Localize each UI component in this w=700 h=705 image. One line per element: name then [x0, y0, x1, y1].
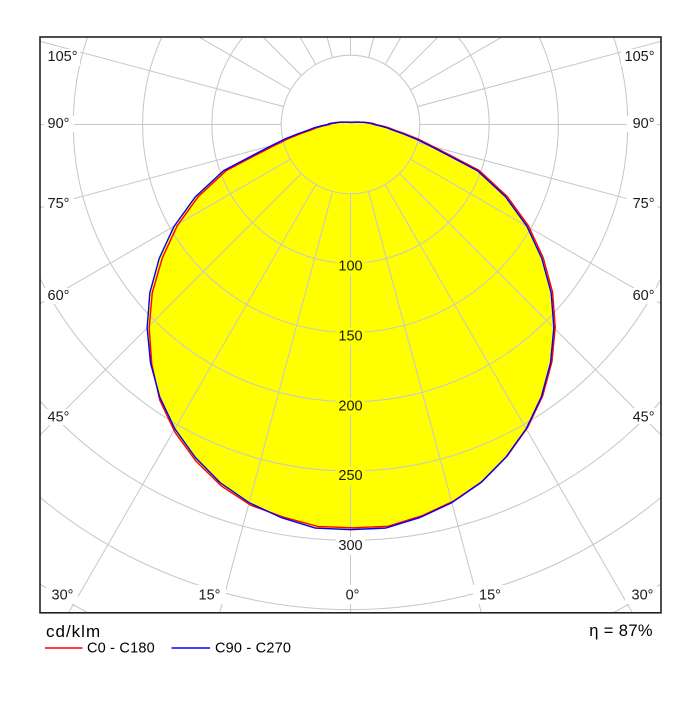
svg-text:105°: 105°: [625, 49, 655, 65]
svg-text:300: 300: [338, 538, 362, 554]
svg-text:100: 100: [338, 259, 362, 275]
svg-text:60°: 60°: [48, 288, 70, 304]
svg-text:150: 150: [338, 329, 362, 345]
svg-text:60°: 60°: [633, 288, 655, 304]
svg-text:cd/klm: cd/klm: [46, 622, 101, 641]
svg-text:90°: 90°: [48, 116, 70, 132]
svg-text:200: 200: [338, 399, 362, 415]
svg-text:C0 - C180: C0 - C180: [87, 641, 155, 657]
svg-text:45°: 45°: [633, 410, 655, 426]
svg-text:15°: 15°: [199, 588, 221, 604]
svg-text:250: 250: [338, 468, 362, 484]
svg-text:90°: 90°: [633, 116, 655, 132]
svg-text:C90 - C270: C90 - C270: [215, 641, 291, 657]
svg-text:75°: 75°: [48, 196, 70, 212]
svg-text:45°: 45°: [48, 410, 70, 426]
svg-text:15°: 15°: [479, 588, 501, 604]
svg-text:η = 87%: η = 87%: [589, 622, 653, 640]
svg-text:0°: 0°: [346, 588, 360, 604]
svg-text:105°: 105°: [48, 49, 78, 65]
svg-text:30°: 30°: [632, 588, 654, 604]
svg-text:30°: 30°: [52, 588, 74, 604]
svg-text:75°: 75°: [633, 196, 655, 212]
